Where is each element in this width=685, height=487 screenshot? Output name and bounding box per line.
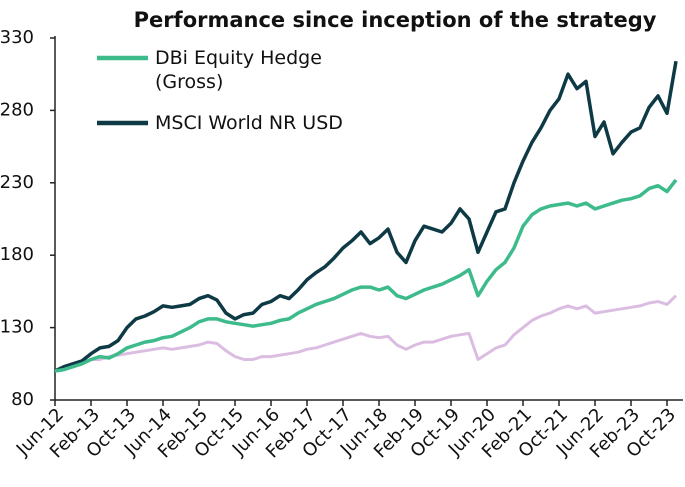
chart-title: Performance since inception of the strat… [134, 8, 657, 32]
y-tick-label: 330 [0, 27, 34, 48]
y-tick-label: 280 [0, 99, 34, 120]
series-line [54, 60, 678, 373]
series-line [54, 178, 678, 373]
legend-label: DBi Equity Hedge (Gross) [155, 47, 322, 93]
legend-label: MSCI World NR USD [155, 112, 343, 134]
y-tick-label: 80 [11, 389, 34, 410]
y-tick-label: 230 [0, 172, 34, 193]
y-tick-label: 180 [0, 244, 34, 265]
series-line [54, 294, 678, 373]
y-tick-label: 130 [0, 317, 34, 338]
